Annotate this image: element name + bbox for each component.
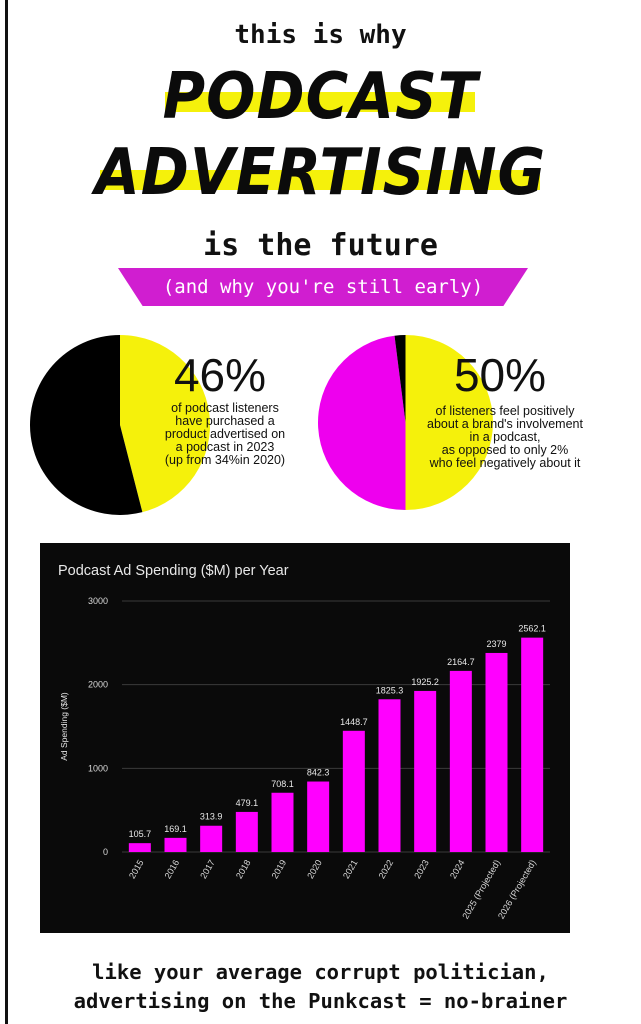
stat-2-line: who feel negatively about it — [429, 456, 581, 470]
bar — [342, 730, 365, 852]
stat-1-line: (up from 34%in 2020) — [164, 453, 286, 467]
left-border — [5, 0, 8, 1024]
stat-1-line: a podcast in 2023 — [175, 440, 275, 454]
headline-line-1: PODCAST — [162, 58, 479, 134]
bar-data-label: 2164.7 — [447, 657, 475, 667]
pie-slice-negative — [394, 335, 406, 423]
x-tick-label: 2023 — [412, 858, 431, 880]
bar — [449, 670, 472, 852]
bar — [485, 652, 508, 852]
pie-slice-positive — [405, 335, 493, 510]
bar — [200, 825, 223, 852]
bar — [235, 811, 258, 852]
x-tick-label: 2015 — [127, 858, 146, 880]
y-tick-label: 3000 — [88, 596, 108, 606]
stat-1-line: product advertised on — [164, 427, 286, 441]
stat-2-line: of listeners feel positively — [435, 404, 575, 418]
x-tick-label: 2016 — [163, 858, 182, 880]
intro-text: this is why — [234, 20, 407, 50]
banner: (and why you're still early) — [118, 268, 528, 306]
bar-data-label: 1925.2 — [411, 677, 439, 687]
stat-2-line: as opposed to only 2% — [441, 443, 569, 457]
stat-1-line: have purchased a — [175, 414, 275, 428]
x-tick-label: 2025 (Projected) — [460, 858, 502, 921]
stat-2-text: of listeners feel positively about a bra… — [405, 405, 605, 470]
y-tick-label: 2000 — [88, 680, 108, 690]
headline-line-2: ADVERTISING — [94, 134, 547, 210]
headline-highlight-1 — [165, 92, 475, 112]
footer-line-1: like your average corrupt politician, — [92, 960, 549, 984]
pie-slice-neutral — [318, 335, 406, 510]
stat-1-value: 46% — [173, 349, 267, 401]
bar — [307, 781, 330, 852]
x-tick-label: 2024 — [448, 858, 467, 880]
bar-data-label: 1825.3 — [376, 685, 404, 695]
banner-text: (and why you're still early) — [162, 276, 484, 298]
y-tick-label: 0 — [103, 847, 108, 857]
y-tick-label: 1000 — [88, 763, 108, 773]
bar-chart-panel: Podcast Ad Spending ($M) per Year Ad Spen… — [40, 543, 570, 933]
x-tick-label: 2017 — [198, 858, 217, 880]
x-tick-label: 2018 — [234, 858, 253, 880]
footer-line-2: advertising on the Punkcast = no-brainer — [73, 989, 568, 1013]
bar-data-label: 2562.1 — [518, 624, 546, 634]
bar-data-label: 313.9 — [200, 812, 223, 822]
pie-slice-yes — [120, 335, 210, 513]
bar-data-label: 2379 — [486, 639, 506, 649]
bar — [128, 843, 151, 852]
x-tick-label: 2020 — [305, 858, 324, 880]
stat-2-line: about a brand's involvement — [427, 417, 583, 431]
x-tick-label: 2022 — [377, 858, 396, 880]
bar-data-label: 1448.7 — [340, 717, 368, 727]
bar-data-label: 105.7 — [129, 829, 152, 839]
footer: like your average corrupt politician, ad… — [0, 958, 641, 1016]
bar-chart: Podcast Ad Spending ($M) per Year Ad Spen… — [58, 563, 550, 921]
x-tick-label: 2019 — [270, 858, 289, 880]
subtitle: is the future — [203, 228, 438, 263]
bar — [378, 699, 401, 852]
pie-chart-listeners-purchased — [30, 335, 210, 515]
headline-highlight-2 — [100, 170, 540, 190]
x-tick-label: 2026 (Projected) — [496, 858, 538, 921]
bar — [414, 690, 437, 852]
stat-2-value: 50% — [453, 349, 547, 401]
bar-data-label: 169.1 — [164, 824, 187, 834]
x-tick-label: 2021 — [341, 858, 360, 880]
stat-2-line: in a podcast, — [469, 430, 541, 444]
bar-data-label: 842.3 — [307, 768, 330, 778]
stat-1-text: of podcast listeners have purchased a pr… — [140, 402, 310, 467]
bar-data-label: 479.1 — [236, 798, 259, 808]
bar — [271, 792, 294, 852]
bar-data-label: 708.1 — [271, 779, 294, 789]
y-axis-label: Ad Spending ($M) — [59, 692, 69, 761]
bar — [164, 837, 187, 852]
pie-chart-brand-sentiment — [318, 335, 493, 510]
pie-slice-no — [30, 335, 143, 515]
chart-title: Podcast Ad Spending ($M) per Year — [58, 563, 289, 579]
bar — [521, 637, 544, 852]
stat-1-line: of podcast listeners — [171, 401, 279, 415]
